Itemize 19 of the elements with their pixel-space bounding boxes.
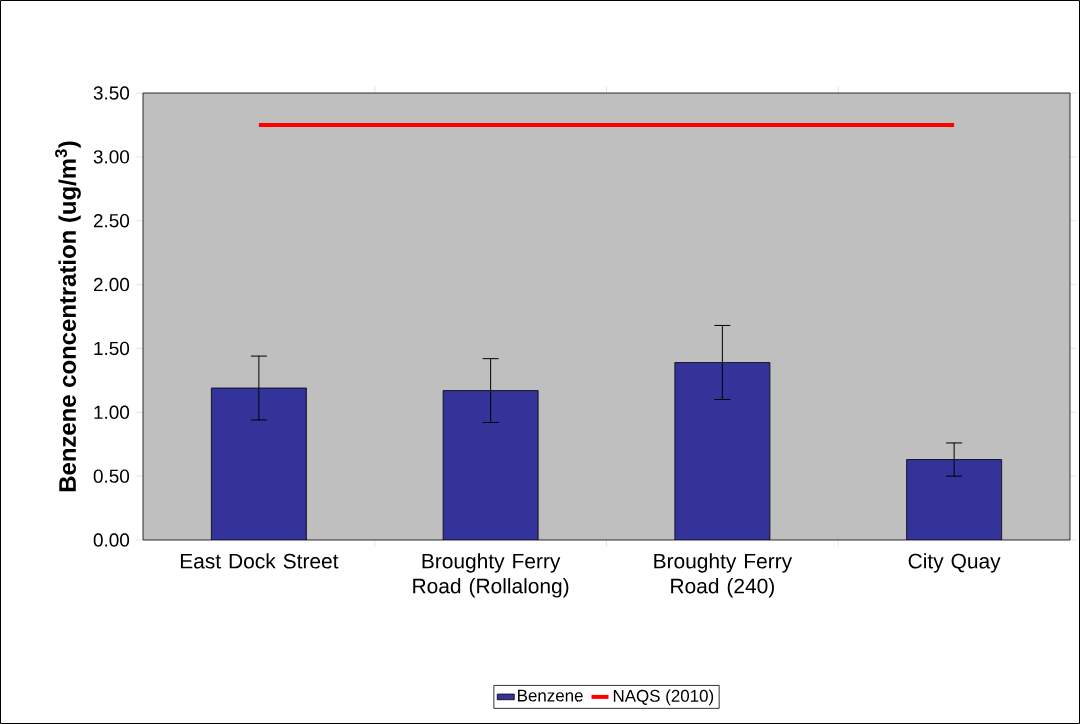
- x-tick-label: Broughty Ferry Road (Rollalong): [413, 553, 569, 598]
- y-tick-label: 0.50: [93, 469, 130, 483]
- y-tick-label: 1.00: [94, 405, 130, 419]
- x-tick-label: City Quay: [908, 553, 1001, 573]
- bar: [906, 459, 1003, 540]
- y-tick-label: 2.50: [93, 214, 130, 228]
- legend-label: NAQS (2010): [613, 689, 714, 706]
- y-tick-label: 3.00: [93, 150, 130, 164]
- x-tick-label: East Dock Street: [180, 553, 339, 569]
- bar: [210, 387, 307, 540]
- bar: [674, 362, 771, 540]
- y-tick-label: 1.50: [94, 341, 130, 356]
- y-tick-label: 2.00: [93, 277, 130, 292]
- bar: [442, 390, 539, 540]
- y-tick-label: 3.50: [93, 86, 130, 100]
- x-tick-label: Broughty Ferry Road (240): [654, 553, 793, 598]
- legend-label: Benzene: [518, 689, 583, 702]
- y-axis-title: Benzene concentration (ug/m$^{3}$): [55, 141, 81, 492]
- y-tick-label: 0.00: [93, 533, 130, 547]
